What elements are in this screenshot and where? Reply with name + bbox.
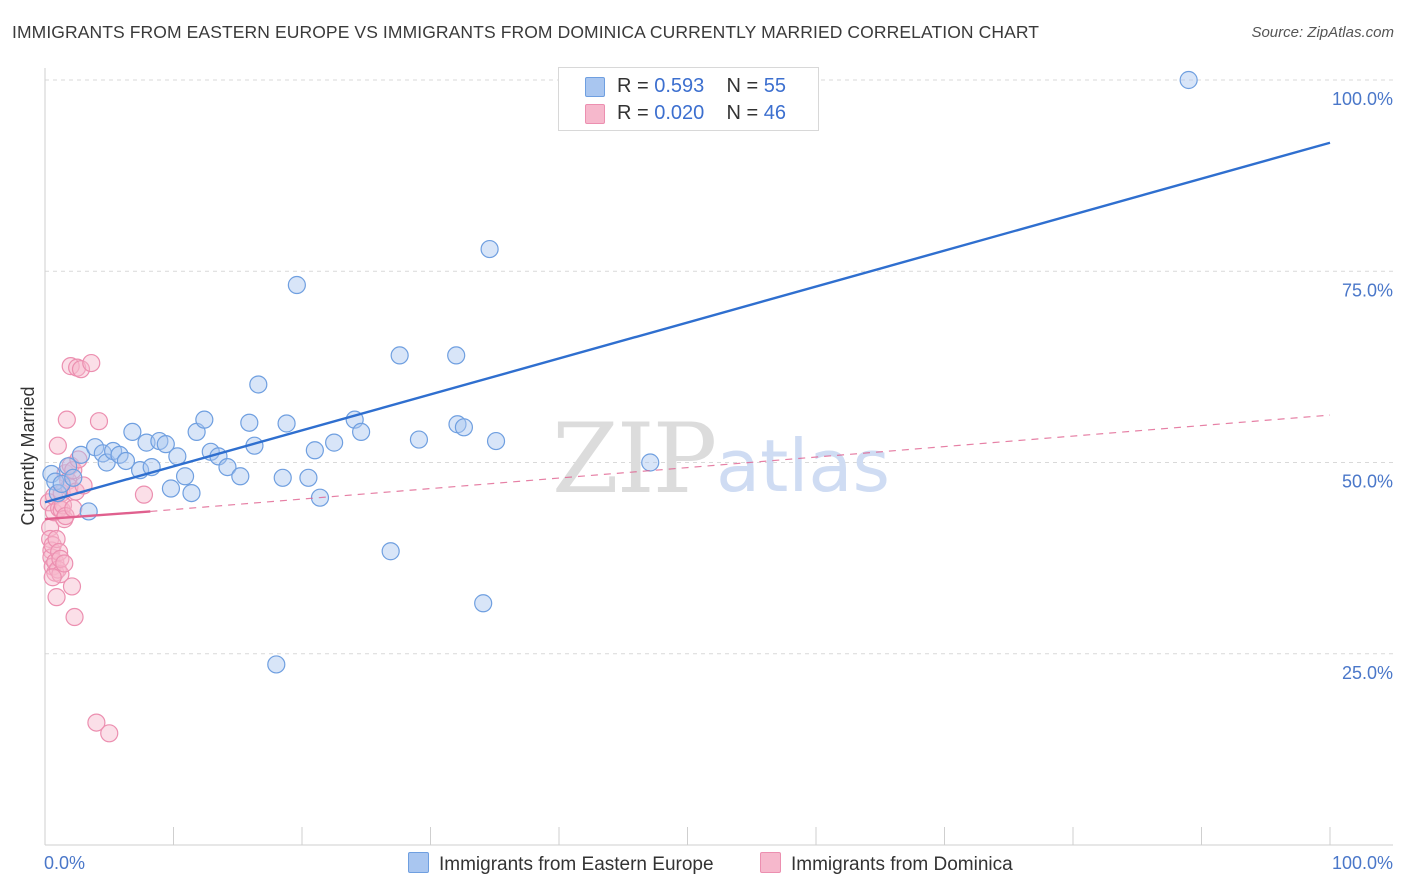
data-point: [447, 346, 466, 365]
source-label: Source: ZipAtlas.com: [1251, 24, 1394, 41]
data-point: [100, 724, 119, 743]
data-point: [61, 357, 80, 376]
data-point: [486, 431, 506, 451]
data-point: [1179, 70, 1198, 90]
y-tick-label: 50.0%: [1342, 472, 1393, 492]
data-point: [277, 414, 296, 433]
data-point: [62, 577, 82, 596]
data-point: [64, 468, 83, 487]
data-point: [59, 457, 78, 476]
trend-lines: [44, 141, 1331, 521]
data-point: [240, 413, 259, 432]
data-point: [71, 445, 91, 464]
points-eastern-europe: [42, 70, 1198, 674]
data-point: [273, 468, 292, 487]
y-tick-label: 75.0%: [1342, 280, 1393, 300]
grid-lines: 25.0% 50.0% 75.0% 100.0%: [45, 79, 1393, 683]
bottom-legend-label: Immigrants from Eastern Europe: [439, 854, 714, 875]
watermark: ZIP atlas: [552, 403, 890, 515]
data-point: [641, 453, 660, 472]
legend-n-value: 46: [763, 102, 787, 124]
legend-r-label: R =: [617, 102, 649, 124]
watermark-atlas: atlas: [716, 424, 890, 508]
legend-r-value: 0.593: [654, 75, 705, 97]
stats-legend: R = 0.593 N = 55 R = 0.020 N = 46: [558, 67, 819, 131]
data-point: [156, 435, 175, 454]
legend-n-value: 55: [763, 75, 787, 97]
data-point: [218, 457, 237, 477]
data-point: [168, 447, 187, 466]
data-point: [161, 479, 181, 498]
legend-swatch-pink: [585, 104, 605, 124]
y-tick-label: 100.0%: [1332, 89, 1393, 109]
data-point: [64, 499, 83, 518]
data-point: [50, 542, 69, 562]
trend-line-eastern-europe: [44, 141, 1331, 504]
data-point: [352, 422, 371, 441]
x-tick-label: 0.0%: [44, 853, 85, 873]
data-point: [123, 422, 142, 441]
chart-title: IMMIGRANTS FROM EASTERN EUROPE VS IMMIGR…: [12, 22, 1040, 42]
data-point: [89, 412, 109, 431]
trend-line-dominica: [44, 510, 151, 521]
legend-r-label: R =: [617, 75, 649, 97]
axes: 0.0% 100.0%: [44, 68, 1393, 873]
data-point: [65, 607, 84, 627]
legend-n-label: N =: [726, 102, 759, 124]
bottom-legend-label: Immigrants from Dominica: [791, 854, 1013, 875]
data-point: [267, 655, 286, 674]
legend-text: R = 0.593 N = 55: [617, 75, 786, 98]
data-point: [454, 418, 474, 437]
legend-n-label: N =: [726, 75, 759, 97]
data-point: [305, 441, 324, 460]
data-point: [287, 275, 306, 295]
legend-swatch-blue: [585, 77, 605, 97]
data-point: [55, 554, 74, 573]
data-point: [48, 436, 67, 455]
data-point: [474, 594, 493, 613]
bottom-legend-eastern-europe: Immigrants from Eastern Europe: [408, 852, 714, 876]
data-point: [116, 451, 136, 471]
data-point: [57, 410, 76, 429]
bottom-legend-dominica: Immigrants from Dominica: [760, 852, 1013, 876]
data-point: [231, 467, 250, 486]
data-point: [381, 542, 400, 561]
bottom-legend-swatch-blue: [408, 852, 429, 873]
data-point: [325, 433, 344, 452]
data-point: [195, 410, 214, 429]
x-tick-label: 100.0%: [1332, 853, 1393, 873]
data-point: [134, 485, 154, 504]
data-point: [299, 468, 318, 487]
data-point: [480, 239, 499, 259]
data-point: [71, 360, 91, 379]
data-point: [43, 568, 62, 587]
data-point: [87, 713, 106, 732]
data-point: [82, 353, 101, 373]
bottom-legend-swatch-pink: [760, 852, 781, 873]
legend-r-value: 0.020: [654, 102, 705, 124]
points-dominica: [39, 353, 154, 743]
data-point: [47, 588, 66, 607]
data-point: [182, 484, 201, 503]
data-point: [175, 467, 195, 486]
data-point: [249, 375, 268, 394]
y-axis-label: Currently Married: [18, 386, 38, 525]
legend-text: R = 0.020 N = 46: [617, 102, 786, 125]
data-point: [390, 346, 409, 365]
watermark-zip: ZIP: [552, 403, 715, 515]
trend-line-dominica-extension: [150, 414, 1331, 513]
y-tick-label: 25.0%: [1342, 663, 1393, 683]
data-point: [52, 474, 71, 494]
data-point: [409, 430, 429, 449]
